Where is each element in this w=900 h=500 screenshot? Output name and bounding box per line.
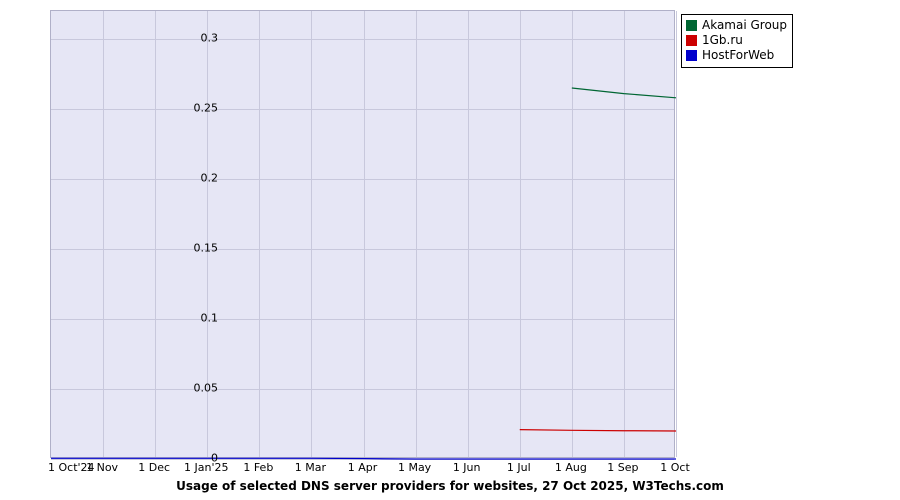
legend-item-1gb-ru: 1Gb.ru	[686, 33, 787, 48]
y-tick-label: 0.3	[200, 31, 219, 45]
gridline-vertical	[259, 11, 261, 457]
gridline-vertical	[155, 11, 157, 457]
legend-swatch-hostforweb	[686, 50, 697, 61]
series-line-akamai-group	[571, 87, 677, 99]
gridline-vertical	[415, 11, 417, 457]
gridline-horizontal	[51, 109, 674, 110]
gridline-vertical	[623, 11, 625, 457]
series-lines	[51, 87, 677, 460]
gridline-horizontal	[51, 319, 674, 320]
y-tick-label: 0.15	[193, 241, 219, 255]
legend-label-1gb-ru: 1Gb.ru	[702, 33, 743, 47]
gridline-vertical	[467, 11, 469, 457]
x-tick-label: 1 Oct'24	[48, 461, 95, 474]
legend-swatch-1gb-ru	[686, 35, 697, 46]
plot-area	[50, 10, 677, 460]
x-tick-label: 1 Sep	[607, 461, 639, 474]
gridline-horizontal	[51, 179, 674, 180]
y-tick-label: 0.2	[200, 171, 219, 185]
gridline-horizontal	[51, 459, 674, 460]
gridline-horizontal	[51, 249, 674, 250]
x-tick-label: 1 Jan'25	[184, 461, 229, 474]
x-tick-label: 1 Dec	[138, 461, 171, 474]
legend-label-hostforweb: HostForWeb	[702, 48, 775, 62]
gridline-vertical	[519, 11, 521, 457]
series-line-hostforweb	[51, 457, 676, 460]
gridline-vertical	[676, 11, 677, 457]
x-tick-label: 1 Aug	[554, 461, 587, 474]
series-line-1gb-ru	[519, 429, 677, 432]
x-tick-label: 1 Feb	[243, 461, 274, 474]
legend-label-akamai-group: Akamai Group	[702, 18, 788, 32]
x-tick-label: 1 Apr	[347, 461, 378, 474]
gridline-vertical	[571, 11, 573, 457]
y-tick-label: 0.25	[193, 101, 219, 115]
legend-swatch-akamai-group	[686, 20, 697, 31]
x-tick-label: 1 Jun	[452, 461, 481, 474]
legend: Akamai Group 1Gb.ru HostForWeb	[681, 14, 794, 68]
gridline-vertical	[363, 11, 365, 457]
x-tick-label: 1 Jul	[506, 461, 531, 474]
gridline-vertical	[207, 11, 209, 457]
y-tick-label: 0	[211, 451, 218, 465]
x-tick-label: 1 May	[397, 461, 432, 474]
gridline-horizontal	[51, 389, 674, 390]
gridline-horizontal	[51, 39, 674, 40]
gridline-vertical	[103, 11, 105, 457]
x-tick-label: 1 Oct	[660, 461, 690, 474]
x-tick-label: 1 Mar	[294, 461, 327, 474]
legend-item-akamai-group: Akamai Group	[686, 18, 787, 33]
gridline-vertical	[311, 11, 313, 457]
y-tick-label: 0.05	[193, 381, 219, 395]
y-tick-label: 0.1	[200, 311, 219, 325]
legend-item-hostforweb: HostForWeb	[686, 48, 787, 63]
chart-caption: Usage of selected DNS server providers f…	[176, 479, 724, 493]
x-tick-label: 1 Nov	[86, 461, 119, 474]
